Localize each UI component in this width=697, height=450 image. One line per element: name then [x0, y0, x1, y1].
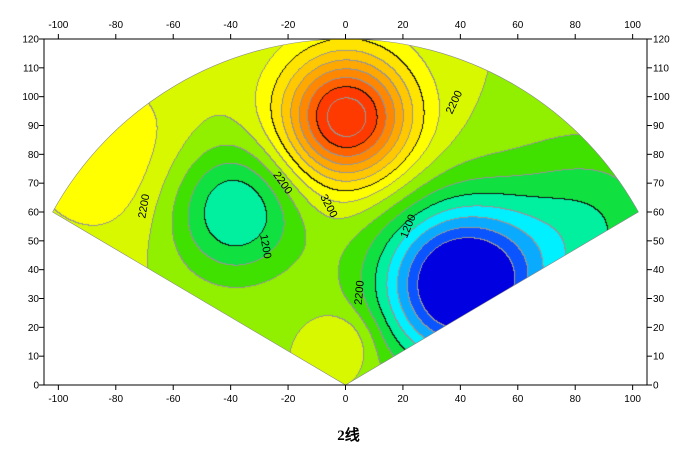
contour-label: 2200 [136, 193, 152, 219]
y-tick-label: 60 [653, 208, 665, 219]
figure-caption: 2线 [337, 428, 360, 444]
y-tick-label: 100 [22, 92, 39, 103]
x-tick-label: 80 [570, 394, 582, 405]
y-tick-label: 50 [653, 236, 665, 247]
contour-label: 2200 [353, 280, 367, 305]
x-tick-label: -100 [48, 20, 68, 31]
y-tick-label: 20 [28, 323, 40, 334]
y-tick-label: 80 [653, 150, 665, 161]
y-tick-label: 90 [28, 121, 40, 132]
y-tick-label: 10 [28, 352, 40, 363]
x-tick-label: -80 [109, 20, 124, 31]
y-tick-label: 40 [653, 265, 665, 276]
x-tick-label: -20 [281, 20, 296, 31]
x-tick-label: 60 [512, 394, 524, 405]
y-tick-label: 110 [653, 63, 669, 74]
y-tick-label: 70 [653, 179, 665, 190]
y-tick-label: 50 [28, 236, 40, 247]
y-tick-label: 30 [28, 294, 40, 305]
y-tick-label: 90 [653, 121, 665, 132]
x-axis-bottom: -100 -80 -60 -40 -20 0 20 40 60 80 100 [48, 385, 641, 405]
y-tick-label: 120 [653, 35, 670, 46]
y-tick-label: 20 [653, 323, 665, 334]
x-tick-label: 40 [455, 394, 467, 405]
contour-field [52, 39, 639, 385]
x-tick-label: 0 [343, 20, 349, 31]
y-tick-label: 0 [653, 381, 659, 392]
x-tick-label: 100 [624, 394, 641, 405]
contour-label: 1200 [257, 233, 273, 259]
y-tick-label: 110 [23, 63, 39, 74]
x-tick-label: -20 [281, 394, 296, 405]
x-tick-label: 60 [512, 20, 524, 31]
y-tick-label: 60 [28, 208, 40, 219]
y-tick-label: 80 [28, 150, 40, 161]
y-tick-label: 100 [653, 92, 670, 103]
x-tick-label: 40 [455, 20, 467, 31]
x-tick-label: 80 [570, 20, 582, 31]
x-tick-label: -40 [223, 394, 238, 405]
x-tick-label: 0 [343, 394, 349, 405]
x-tick-label: -60 [166, 20, 181, 31]
y-tick-label: 70 [28, 179, 40, 190]
y-axis-right: 0 10 20 30 40 50 60 70 80 90 100 110 120 [647, 35, 670, 392]
x-tick-label: -80 [109, 394, 124, 405]
y-axis-left: 0 10 20 30 40 50 60 70 80 90 100 110 120 [22, 35, 44, 392]
x-tick-label: -100 [48, 394, 68, 405]
x-tick-label: -60 [166, 394, 181, 405]
x-tick-label: 20 [397, 394, 409, 405]
y-tick-label: 30 [653, 294, 665, 305]
y-tick-label: 40 [28, 265, 40, 276]
x-tick-label: -40 [223, 20, 238, 31]
x-tick-label: 100 [624, 20, 641, 31]
y-tick-label: 120 [22, 35, 39, 46]
x-axis-top: -100 -80 -60 -40 -20 0 20 40 60 80 100 [48, 20, 641, 39]
x-tick-label: 20 [397, 20, 409, 31]
contour-field-image [52, 39, 639, 385]
y-tick-label: 0 [33, 381, 39, 392]
y-tick-label: 10 [653, 352, 665, 363]
